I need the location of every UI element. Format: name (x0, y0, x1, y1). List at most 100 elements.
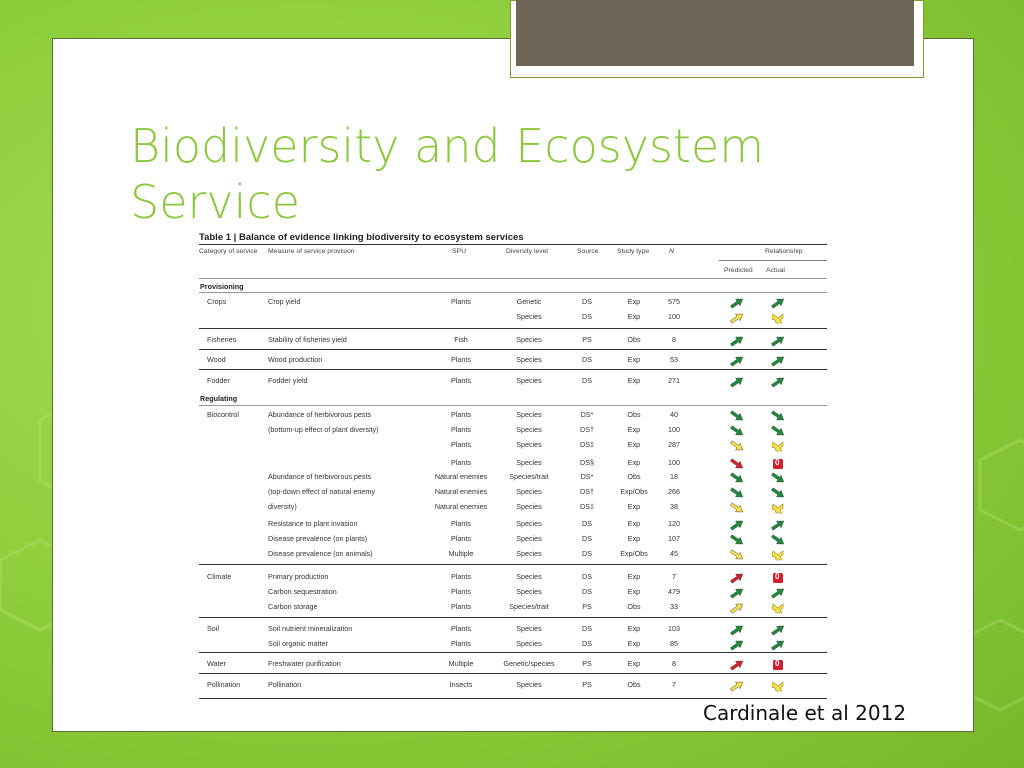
predicted-increase-arrow-icon (729, 296, 745, 309)
predicted-negative-arrow-icon (729, 658, 745, 671)
cell-n: 120 (668, 519, 680, 528)
cell-measure: Crop yield (268, 297, 301, 306)
header-study-type: Study type (617, 248, 650, 255)
cell-source: DS (582, 519, 592, 528)
section-provisioning: Provisioning (200, 282, 244, 291)
predicted-mixed-arrow-icon (729, 311, 745, 324)
cell-study-type: Exp (627, 534, 641, 543)
actual-increase-arrow-icon (770, 375, 786, 388)
cell-source: DS* (580, 410, 594, 419)
cell-diversity: Species/trait (509, 472, 549, 481)
actual-increase-arrow-icon (770, 623, 786, 636)
actual-increase-arrow-icon (770, 586, 786, 599)
actual-decrease-arrow-icon (770, 424, 786, 436)
predicted-decrease-arrow-icon (729, 471, 745, 483)
group-rule (199, 617, 827, 618)
cell-diversity: Species (516, 425, 542, 434)
cell-study-type: Exp (627, 297, 641, 306)
cell-n: 33 (670, 602, 678, 611)
citation: Cardinale et al 2012 (703, 701, 907, 725)
cell-diversity: Species (516, 534, 542, 543)
header-actual: Actual (766, 267, 785, 274)
actual-increase-arrow-icon (770, 638, 786, 651)
cell-n: 7 (672, 680, 676, 689)
cell-category: Crops (207, 297, 227, 306)
cell-n: 7 (672, 572, 676, 581)
cell-diversity: Species (516, 549, 542, 558)
cell-n: 8 (672, 659, 676, 668)
cell-category: Climate (207, 572, 232, 581)
cell-source: DS§ (580, 458, 594, 467)
cell-study-type: Exp (627, 376, 641, 385)
cell-diversity: Species (516, 335, 542, 344)
cell-spu: Insects (449, 680, 473, 689)
actual-mixed-split-arrow-icon (770, 311, 786, 324)
table-caption: Table 1 | Balance of evidence linking bi… (199, 232, 524, 243)
cell-measure: Disease prevalence (on animals) (268, 549, 373, 558)
cell-diversity: Species (516, 519, 542, 528)
cell-source: DS* (580, 472, 594, 481)
cell-spu: Plants (451, 410, 471, 419)
predicted-decrease-arrow-icon (729, 533, 745, 545)
cell-measure: (top-down effect of natural enemy (268, 487, 375, 496)
cell-study-type: Exp (627, 502, 641, 511)
cell-measure: Pollination (268, 680, 302, 689)
cell-n: 40 (670, 410, 678, 419)
cell-source: DS (582, 572, 592, 581)
cell-diversity: Genetic/species (503, 659, 555, 668)
predicted-decrease-arrow-icon (729, 409, 745, 421)
actual-decrease-arrow-icon (770, 409, 786, 421)
cell-diversity: Species/trait (509, 602, 549, 611)
predicted-increase-arrow-icon (729, 586, 745, 599)
header-diversity: Diversity level (506, 248, 548, 255)
cell-source: PS (582, 680, 592, 689)
cell-n: 479 (668, 587, 680, 596)
cell-spu: Natural enemies (434, 502, 488, 511)
predicted-negative-arrow-icon (729, 457, 745, 469)
predicted-increase-arrow-icon (729, 518, 745, 531)
cell-measure: Wood production (268, 355, 323, 364)
predicted-increase-arrow-icon (729, 375, 745, 388)
cell-diversity: Species (516, 639, 542, 648)
cell-n: 266 (668, 487, 680, 496)
cell-study-type: Exp (627, 639, 641, 648)
cell-study-type: Exp (627, 587, 641, 596)
cell-diversity: Species (516, 312, 542, 321)
cell-n: 107 (668, 534, 680, 543)
predicted-mixed-arrow-icon (729, 548, 745, 560)
group-rule (199, 564, 827, 565)
cell-measure: Abundance of herbivorous pests (268, 410, 372, 419)
cell-spu: Plants (451, 425, 471, 434)
cell-study-type: Obs (627, 602, 641, 611)
cell-diversity: Species (516, 355, 542, 364)
regulating-rule (199, 405, 827, 406)
cell-source: DS (582, 624, 592, 633)
cell-diversity: Species (516, 624, 542, 633)
cell-study-type: Exp/Obs (620, 549, 648, 558)
cell-spu: Natural enemies (434, 487, 488, 496)
cell-study-type: Exp (627, 312, 641, 321)
cell-source: PS (582, 659, 592, 668)
cell-diversity: Species (516, 502, 542, 511)
predicted-increase-arrow-icon (729, 334, 745, 347)
cell-diversity: Species (516, 487, 542, 496)
header-predicted: Predicted (724, 267, 753, 274)
cell-spu: Plants (451, 376, 471, 385)
cell-spu: Plants (451, 639, 471, 648)
slide-title: Biodiversity and Ecosystem Service (130, 119, 765, 229)
no-effect-label: 0 (775, 458, 780, 467)
actual-decrease-arrow-icon (770, 471, 786, 483)
cell-diversity: Species (516, 458, 542, 467)
actual-mixed-split-arrow-icon (770, 548, 786, 561)
cell-source: DS (582, 312, 592, 321)
cell-category: Water (207, 659, 226, 668)
cell-spu: Plants (451, 440, 471, 449)
cell-n: 8 (672, 335, 676, 344)
actual-mixed-split-arrow-icon (770, 679, 786, 692)
cell-diversity: Species (516, 410, 542, 419)
predicted-mixed-arrow-icon (729, 439, 745, 451)
cell-study-type: Exp (627, 659, 641, 668)
actual-mixed-split-arrow-icon (770, 601, 786, 614)
cell-category: Fisheries (207, 335, 237, 344)
cell-measure: Primary production (268, 572, 329, 581)
